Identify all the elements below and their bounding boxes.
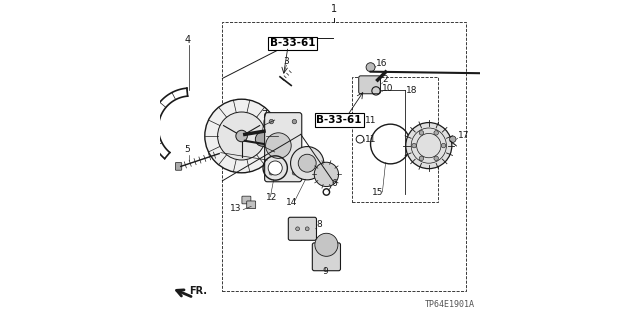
Circle shape (366, 63, 375, 72)
Text: 2: 2 (383, 75, 388, 84)
Text: 14: 14 (287, 198, 298, 207)
Circle shape (419, 131, 424, 135)
Circle shape (266, 133, 291, 158)
FancyBboxPatch shape (246, 201, 256, 209)
Text: 13: 13 (230, 204, 242, 213)
Text: 9: 9 (322, 267, 328, 276)
Circle shape (434, 156, 438, 161)
Circle shape (269, 171, 274, 175)
FancyBboxPatch shape (175, 163, 182, 170)
Circle shape (236, 130, 248, 142)
Circle shape (205, 99, 278, 173)
FancyBboxPatch shape (242, 196, 251, 204)
Text: 11: 11 (365, 116, 376, 125)
Circle shape (315, 233, 338, 256)
Circle shape (218, 112, 266, 160)
Text: 16: 16 (376, 59, 387, 68)
Circle shape (305, 227, 309, 231)
Circle shape (269, 119, 274, 124)
Circle shape (314, 162, 339, 187)
Circle shape (450, 136, 456, 142)
FancyBboxPatch shape (312, 243, 340, 271)
Text: B-33-61: B-33-61 (270, 38, 316, 48)
Text: TP64E1901A: TP64E1901A (425, 300, 475, 309)
Circle shape (255, 132, 269, 146)
FancyBboxPatch shape (288, 217, 317, 240)
FancyBboxPatch shape (265, 113, 302, 182)
Text: B-33-61: B-33-61 (316, 115, 362, 125)
Circle shape (298, 154, 316, 172)
Text: 1: 1 (332, 4, 337, 14)
Circle shape (406, 123, 452, 169)
Text: 10: 10 (381, 84, 393, 93)
Text: 6: 6 (332, 179, 337, 188)
Text: 15: 15 (372, 188, 383, 197)
Circle shape (419, 156, 424, 161)
Text: 18: 18 (406, 86, 418, 95)
Circle shape (442, 143, 445, 148)
Circle shape (292, 119, 297, 124)
Circle shape (292, 171, 297, 175)
Text: 3: 3 (284, 57, 289, 66)
Text: 17: 17 (458, 131, 469, 140)
Text: 7: 7 (261, 110, 267, 120)
Circle shape (291, 147, 324, 180)
Text: 5: 5 (184, 145, 190, 154)
Circle shape (434, 131, 438, 135)
Circle shape (412, 143, 417, 148)
FancyBboxPatch shape (359, 76, 380, 94)
Text: 12: 12 (266, 193, 277, 202)
Circle shape (268, 161, 282, 175)
Text: 11: 11 (365, 135, 376, 144)
Text: FR.: FR. (189, 286, 207, 296)
Circle shape (296, 227, 300, 231)
Text: 4: 4 (184, 35, 190, 45)
Text: 8: 8 (317, 220, 323, 229)
